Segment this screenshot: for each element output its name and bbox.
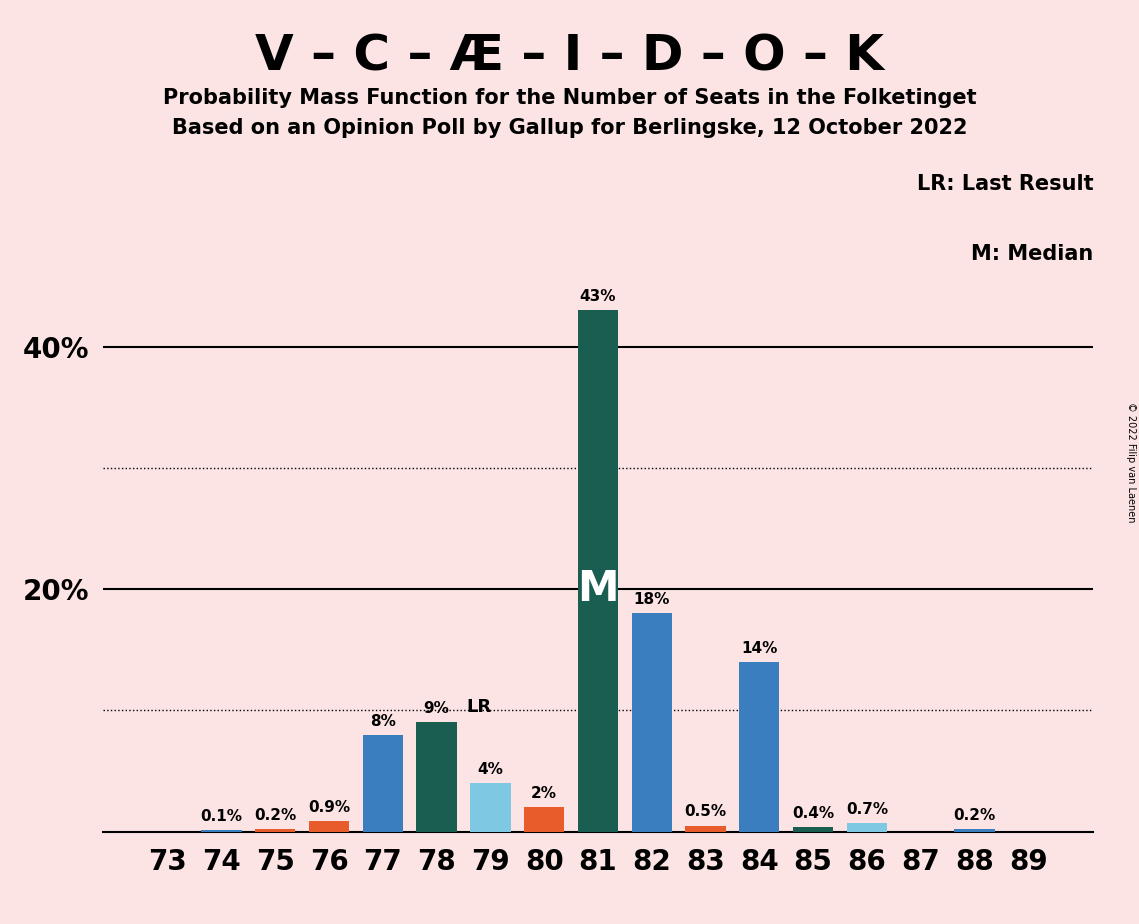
Text: 8%: 8% — [370, 713, 395, 728]
Text: LR: Last Result: LR: Last Result — [917, 174, 1093, 194]
Bar — [739, 662, 779, 832]
Bar — [686, 825, 726, 832]
Bar — [793, 827, 834, 832]
Text: LR: LR — [466, 699, 491, 716]
Text: V – C – Æ – I – D – O – K: V – C – Æ – I – D – O – K — [255, 32, 884, 80]
Text: M: M — [577, 568, 618, 610]
Text: 0.1%: 0.1% — [200, 809, 243, 824]
Text: 0.9%: 0.9% — [308, 799, 350, 815]
Bar — [417, 723, 457, 832]
Text: 9%: 9% — [424, 701, 450, 716]
Text: 0.7%: 0.7% — [846, 802, 888, 817]
Bar — [954, 829, 994, 832]
Text: Based on an Opinion Poll by Gallup for Berlingske, 12 October 2022: Based on an Opinion Poll by Gallup for B… — [172, 118, 967, 139]
Bar — [632, 614, 672, 832]
Text: 0.2%: 0.2% — [254, 808, 296, 823]
Bar — [470, 784, 510, 832]
Bar — [524, 808, 564, 832]
Text: Probability Mass Function for the Number of Seats in the Folketinget: Probability Mass Function for the Number… — [163, 88, 976, 108]
Text: 4%: 4% — [477, 762, 503, 777]
Bar — [255, 829, 295, 832]
Bar — [309, 821, 350, 832]
Text: 18%: 18% — [633, 592, 670, 607]
Text: 0.4%: 0.4% — [792, 806, 834, 821]
Text: M: Median: M: Median — [972, 244, 1093, 263]
Bar — [846, 823, 887, 832]
Text: 2%: 2% — [531, 786, 557, 801]
Bar — [577, 310, 618, 832]
Text: 0.5%: 0.5% — [685, 805, 727, 820]
Bar — [362, 735, 403, 832]
Text: 0.2%: 0.2% — [953, 808, 995, 823]
Text: 14%: 14% — [741, 640, 778, 656]
Text: 43%: 43% — [580, 289, 616, 304]
Text: © 2022 Filip van Laenen: © 2022 Filip van Laenen — [1126, 402, 1136, 522]
Bar — [202, 831, 241, 832]
